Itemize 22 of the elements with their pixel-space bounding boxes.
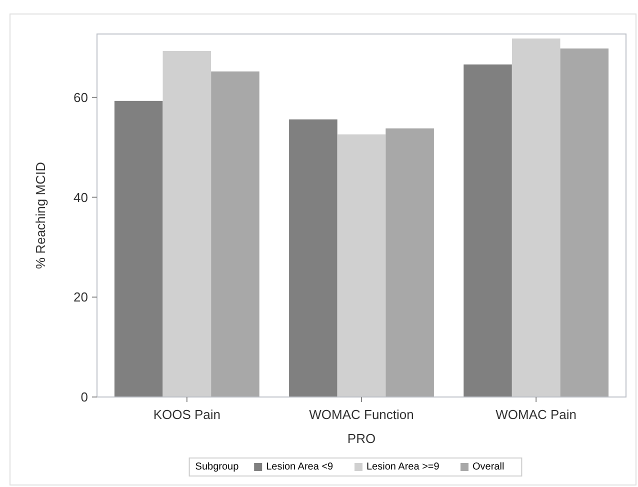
y-axis-title: % Reaching MCID xyxy=(33,162,48,269)
bar xyxy=(211,71,260,397)
bar xyxy=(337,134,386,397)
x-tick-label: KOOS Pain xyxy=(153,407,221,422)
y-tick-label: 0 xyxy=(80,390,88,405)
y-tick-label: 20 xyxy=(74,290,88,305)
x-tick-label: WOMAC Pain xyxy=(496,407,577,422)
x-tick-label: WOMAC Function xyxy=(309,407,414,422)
legend-label: Lesion Area <9 xyxy=(266,462,334,473)
legend-label: Lesion Area >=9 xyxy=(366,462,440,473)
bar xyxy=(512,38,560,397)
bar xyxy=(464,64,512,397)
legend-label: Overall xyxy=(472,462,504,473)
bar xyxy=(386,128,434,397)
y-tick-label: 40 xyxy=(74,190,88,205)
y-tick-label: 60 xyxy=(74,90,88,105)
legend-title: Subgroup xyxy=(195,462,240,473)
bar xyxy=(162,50,212,397)
x-axis-title: PRO xyxy=(347,431,376,446)
bar xyxy=(114,100,163,397)
bar xyxy=(560,48,609,397)
bar xyxy=(289,119,338,397)
